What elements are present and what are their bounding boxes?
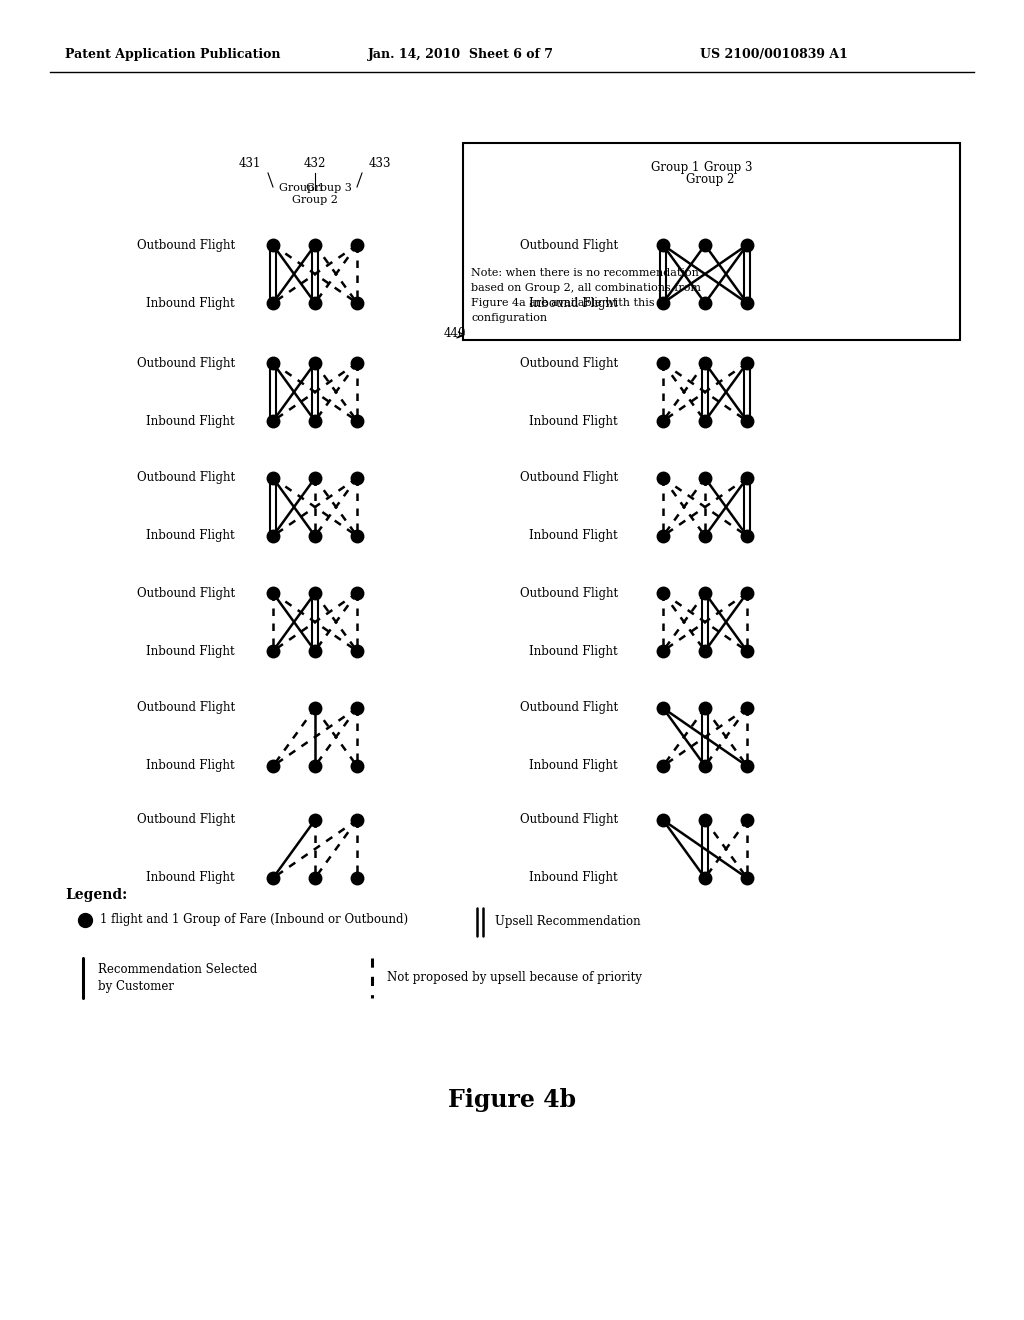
Text: Inbound Flight: Inbound Flight [146, 414, 234, 428]
Text: Inbound Flight: Inbound Flight [529, 297, 618, 309]
Text: 431: 431 [239, 157, 261, 170]
Text: 440: 440 [443, 327, 466, 341]
Text: Inbound Flight: Inbound Flight [146, 759, 234, 772]
Text: Group 1: Group 1 [279, 183, 325, 193]
Text: Not proposed by upsell because of priority: Not proposed by upsell because of priori… [387, 972, 642, 985]
Text: Group 1: Group 1 [651, 161, 699, 174]
Text: Outbound Flight: Outbound Flight [137, 813, 234, 826]
Text: by Customer: by Customer [98, 979, 174, 993]
Text: Outbound Flight: Outbound Flight [137, 701, 234, 714]
Text: based on Group 2, all combinations from: based on Group 2, all combinations from [471, 282, 701, 293]
Text: Outbound Flight: Outbound Flight [137, 471, 234, 484]
Text: Inbound Flight: Inbound Flight [529, 414, 618, 428]
Text: Outbound Flight: Outbound Flight [520, 356, 618, 370]
Text: configuration: configuration [471, 313, 547, 323]
Text: Outbound Flight: Outbound Flight [520, 813, 618, 826]
Text: Group 2: Group 2 [686, 173, 734, 186]
Text: Group 3: Group 3 [306, 183, 352, 193]
Text: Group 3: Group 3 [703, 161, 752, 174]
Text: 1 flight and 1 Group of Fare (Inbound or Outbound): 1 flight and 1 Group of Fare (Inbound or… [100, 913, 409, 927]
Text: Figure 4b: Figure 4b [447, 1088, 577, 1111]
Text: Inbound Flight: Inbound Flight [146, 529, 234, 543]
Text: Legend:: Legend: [65, 888, 127, 902]
Text: Outbound Flight: Outbound Flight [520, 471, 618, 484]
Text: Inbound Flight: Inbound Flight [529, 644, 618, 657]
Text: Outbound Flight: Outbound Flight [137, 356, 234, 370]
Text: 432: 432 [304, 157, 327, 170]
Text: Inbound Flight: Inbound Flight [146, 644, 234, 657]
Text: Outbound Flight: Outbound Flight [520, 586, 618, 599]
Text: Inbound Flight: Inbound Flight [146, 297, 234, 309]
Text: Recommendation Selected: Recommendation Selected [98, 964, 257, 975]
Text: Inbound Flight: Inbound Flight [529, 759, 618, 772]
Text: Group 2: Group 2 [292, 195, 338, 205]
Text: Note: when there is no recommendation: Note: when there is no recommendation [471, 268, 698, 279]
Text: US 2100/0010839 A1: US 2100/0010839 A1 [700, 48, 848, 61]
Bar [463, 143, 961, 341]
Text: Upsell Recommendation: Upsell Recommendation [495, 916, 641, 928]
Text: Inbound Flight: Inbound Flight [529, 871, 618, 884]
Text: Jan. 14, 2010  Sheet 6 of 7: Jan. 14, 2010 Sheet 6 of 7 [368, 48, 554, 61]
Text: Outbound Flight: Outbound Flight [520, 701, 618, 714]
Text: Patent Application Publication: Patent Application Publication [65, 48, 281, 61]
Text: Outbound Flight: Outbound Flight [520, 239, 618, 252]
Text: Outbound Flight: Outbound Flight [137, 239, 234, 252]
Text: Inbound Flight: Inbound Flight [146, 871, 234, 884]
Text: 433: 433 [369, 157, 391, 170]
Text: Figure 4a are available with this: Figure 4a are available with this [471, 298, 654, 308]
Text: Inbound Flight: Inbound Flight [529, 529, 618, 543]
Text: Outbound Flight: Outbound Flight [137, 586, 234, 599]
